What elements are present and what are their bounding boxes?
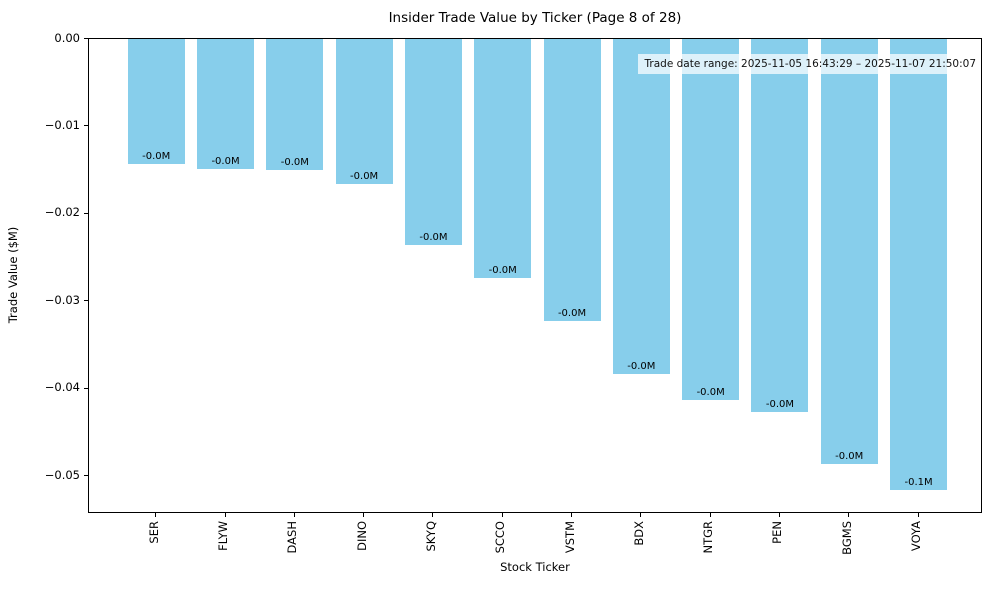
bar-value-label: -0.0M <box>765 398 794 410</box>
y-tick-label: −0.05 <box>44 467 80 482</box>
annotation-text: Trade date range: 2025-11-05 16:43:29 – … <box>644 58 976 70</box>
x-tick-label-voya: VOYA <box>909 521 924 552</box>
x-tick-label-vstm: VSTM <box>562 521 577 554</box>
y-axis-label: Trade Value ($M) <box>6 226 20 324</box>
y-tick-mark <box>84 475 88 477</box>
x-tick-mark <box>432 513 434 517</box>
chart-title: Insider Trade Value by Ticker (Page 8 of… <box>388 10 682 26</box>
y-tick-label: −0.01 <box>44 117 80 132</box>
y-tick-mark <box>84 387 88 389</box>
x-tick-mark <box>709 513 711 517</box>
x-tick-mark <box>571 513 573 517</box>
y-tick-mark <box>84 38 88 39</box>
bar-dash: -0.0M <box>266 39 324 171</box>
bar-value-label: -0.0M <box>419 232 448 244</box>
x-tick-label-ntgr: NTGR <box>701 521 716 554</box>
bar-ntgr: -0.0M <box>682 39 740 401</box>
y-tick-label: −0.03 <box>44 292 80 307</box>
x-tick-label-scco: SCCO <box>493 521 508 554</box>
bar-skyq: -0.0M <box>404 39 462 246</box>
plot-area: -0.0M -0.0M -0.0M -0.0M -0.0M -0.0M -0.0M -0.0M… <box>88 38 982 513</box>
y-tick-mark <box>84 212 88 214</box>
bar-value-label: -0.0M <box>142 151 171 163</box>
bar-dino: -0.0M <box>335 39 393 185</box>
bars-layer: -0.0M -0.0M -0.0M -0.0M -0.0M -0.0M -0.0M -0.0M… <box>89 39 981 512</box>
x-axis-label: Stock Ticker <box>500 560 570 574</box>
x-tick-mark <box>640 513 642 517</box>
annotation-box: Trade date range: 2025-11-05 16:43:29 – … <box>637 54 981 74</box>
y-tick-label: −0.04 <box>44 380 80 395</box>
bar-scco: -0.0M <box>474 39 532 278</box>
x-tick-mark <box>778 513 780 517</box>
x-tick-mark <box>155 513 157 517</box>
bar-value-label: -0.1M <box>904 477 933 489</box>
bar-value-label: -0.0M <box>488 264 517 276</box>
bar-value-label: -0.0M <box>557 307 587 319</box>
bar-flyw: -0.0M <box>197 39 255 170</box>
bar-bdx: -0.0M <box>612 39 670 375</box>
x-tick-mark <box>501 513 503 517</box>
x-tick-mark <box>224 513 226 517</box>
y-tick-mark <box>84 125 88 127</box>
x-tick-label-flyw: FLYW <box>216 521 231 551</box>
x-tick-mark <box>293 513 295 517</box>
bar-vstm: -0.0M <box>543 39 601 321</box>
x-tick-mark <box>363 513 365 517</box>
x-tick-label-pen: PEN <box>770 521 785 544</box>
bar-value-label: -0.0M <box>350 171 379 183</box>
x-tick-label-bdx: BDX <box>631 521 646 546</box>
bar-value-label: -0.0M <box>211 156 240 168</box>
x-tick-label-dash: DASH <box>285 521 300 554</box>
bar-voya: -0.1M <box>890 39 948 491</box>
x-tick-mark <box>848 513 850 517</box>
bar-value-label: -0.0M <box>280 157 309 169</box>
x-tick-label-ser: SER <box>146 521 161 544</box>
x-tick-label-skyq: SKYQ <box>423 521 438 552</box>
bar-value-label: -0.0M <box>696 387 725 399</box>
bar-value-label: -0.0M <box>627 361 656 373</box>
y-tick-label: −0.02 <box>44 205 80 220</box>
bar-ser: -0.0M <box>127 39 185 165</box>
x-tick-label-dino: DINO <box>354 521 369 551</box>
bar-pen: -0.0M <box>751 39 809 412</box>
y-tick-label: 0.00 <box>54 30 80 45</box>
bar-value-label: -0.0M <box>835 451 864 463</box>
x-tick-mark <box>917 513 919 517</box>
y-tick-mark <box>84 300 88 302</box>
bar-bgms: -0.0M <box>820 39 878 465</box>
x-tick-label-bgms: BGMS <box>839 521 854 555</box>
